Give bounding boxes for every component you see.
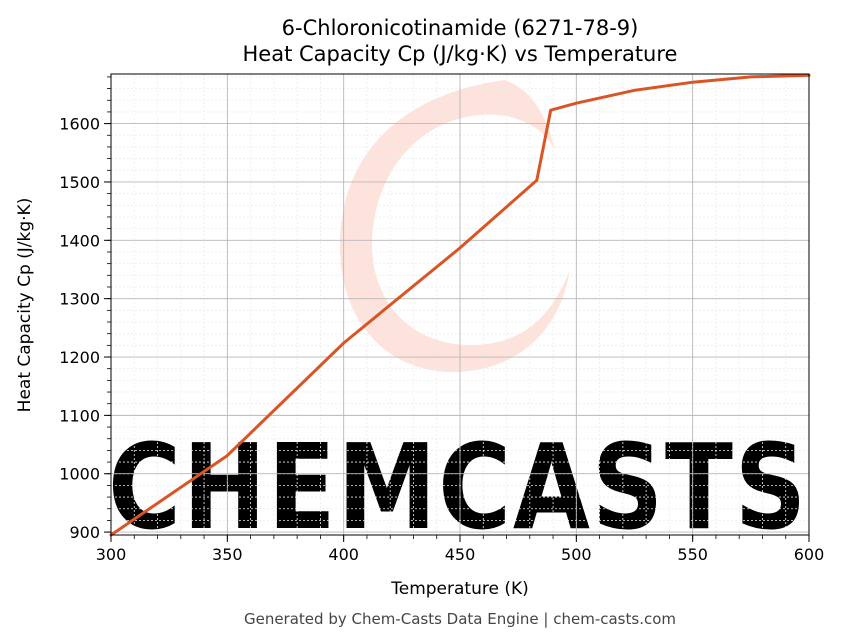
x-tick-labels: 300 350 400 450 500 550 600: [96, 545, 825, 564]
x-tick-label: 400: [328, 545, 359, 564]
watermark-text: CHEMCASTS: [108, 418, 808, 556]
x-tick-label: 300: [96, 545, 127, 564]
y-axis-label: Heat Capacity Cp (J/kg·K): [15, 198, 35, 413]
chart-title: 6-Chloronicotinamide (6271-78-9): [282, 16, 639, 40]
x-tick-label: 600: [794, 545, 825, 564]
y-tick-label: 1600: [59, 115, 100, 134]
watermark-logo-swirl: [339, 80, 570, 373]
watermark: CHEMCASTS: [108, 80, 808, 556]
footer-credit: Generated by Chem-Casts Data Engine | ch…: [244, 610, 676, 628]
y-tick-label: 1100: [59, 406, 100, 425]
y-tick-label: 1500: [59, 173, 100, 192]
x-axis-label: Temperature (K): [390, 579, 529, 599]
x-tick-label: 500: [561, 545, 592, 564]
x-tick-label: 350: [212, 545, 243, 564]
y-tick-labels: 900 1000 1100 1200 1300 1400 1500 1600: [59, 115, 100, 542]
x-tick-label: 450: [445, 545, 476, 564]
series-line: [109, 73, 811, 537]
y-tick-label: 1300: [59, 290, 100, 309]
axis-ticks: [104, 76, 810, 542]
y-tick-label: 1400: [59, 231, 100, 250]
y-tick-label: 900: [69, 523, 100, 542]
y-tick-label: 1000: [59, 465, 100, 484]
y-tick-label: 1200: [59, 348, 100, 367]
x-tick-label: 550: [677, 545, 708, 564]
chart-subtitle: Heat Capacity Cp (J/kg·K) vs Temperature: [243, 42, 678, 66]
